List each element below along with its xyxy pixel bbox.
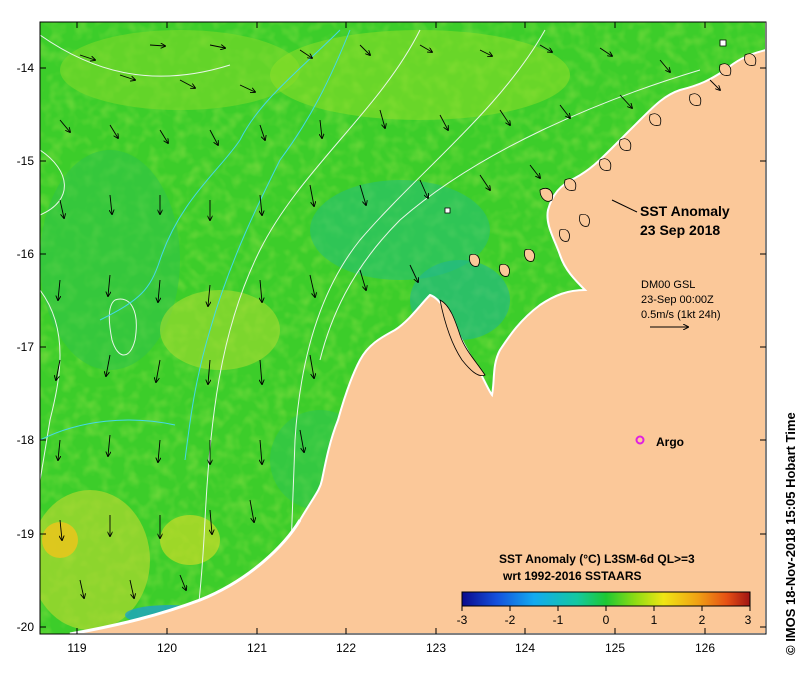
map-title-line1: SST Anomaly	[640, 203, 730, 219]
map-title-line2: 23 Sep 2018	[640, 222, 720, 238]
colorbar-tick-label: 1	[651, 613, 658, 627]
colorbar	[461, 591, 751, 607]
credit-text: © IMOS 18-Nov-2018 15:05 Hobart Time	[783, 412, 798, 655]
y-tick-label: -17	[17, 340, 35, 354]
colorbar-tick-label: -2	[505, 613, 516, 627]
land-mass	[69, 22, 766, 634]
y-tick-label: -19	[17, 527, 35, 541]
y-axis	[40, 67, 766, 628]
colorbar-tick-label: 2	[699, 613, 706, 627]
x-tick-label: 124	[515, 641, 535, 655]
y-tick-label: -20	[17, 620, 35, 634]
colorbar-ticks	[461, 606, 751, 611]
x-tick-label: 121	[247, 641, 267, 655]
coastline	[69, 519, 302, 634]
argo-marker-icon	[635, 435, 645, 445]
current-key-line3: 0.5m/s (1kt 24h)	[641, 309, 720, 321]
y-tick-label: -14	[17, 61, 35, 75]
y-tick-label: -15	[17, 154, 35, 168]
x-axis	[76, 22, 706, 634]
x-tick-label: 126	[695, 641, 715, 655]
map-frame	[39, 21, 767, 635]
colorbar-title-line2: wrt 1992-2016 SSTAARS	[502, 569, 642, 583]
x-tick-label: 125	[605, 641, 625, 655]
colorbar-tick-label: 3	[745, 613, 752, 627]
title-pointer-line	[611, 199, 638, 213]
coastline-islands	[439, 39, 757, 377]
argo-label: Argo	[656, 435, 684, 449]
current-vectors	[56, 45, 720, 598]
y-tick-label: -16	[17, 247, 35, 261]
contour-lines	[40, 29, 701, 634]
x-tick-label: 122	[336, 641, 356, 655]
current-key-line1: DM00 GSL	[641, 279, 695, 291]
x-tick-label: 123	[426, 641, 446, 655]
colorbar-tick-label: -3	[457, 613, 468, 627]
x-tick-label: 120	[157, 641, 177, 655]
colorbar-tick-label: -1	[553, 613, 564, 627]
current-key-line2: 23-Sep 00:00Z	[641, 294, 714, 306]
colorbar-tick-label: 0	[603, 613, 610, 627]
colorbar-title-line1: SST Anomaly (°C) L3SM-6d QL>=3	[499, 552, 695, 566]
y-tick-label: -18	[17, 433, 35, 447]
x-tick-label: 119	[67, 641, 86, 655]
